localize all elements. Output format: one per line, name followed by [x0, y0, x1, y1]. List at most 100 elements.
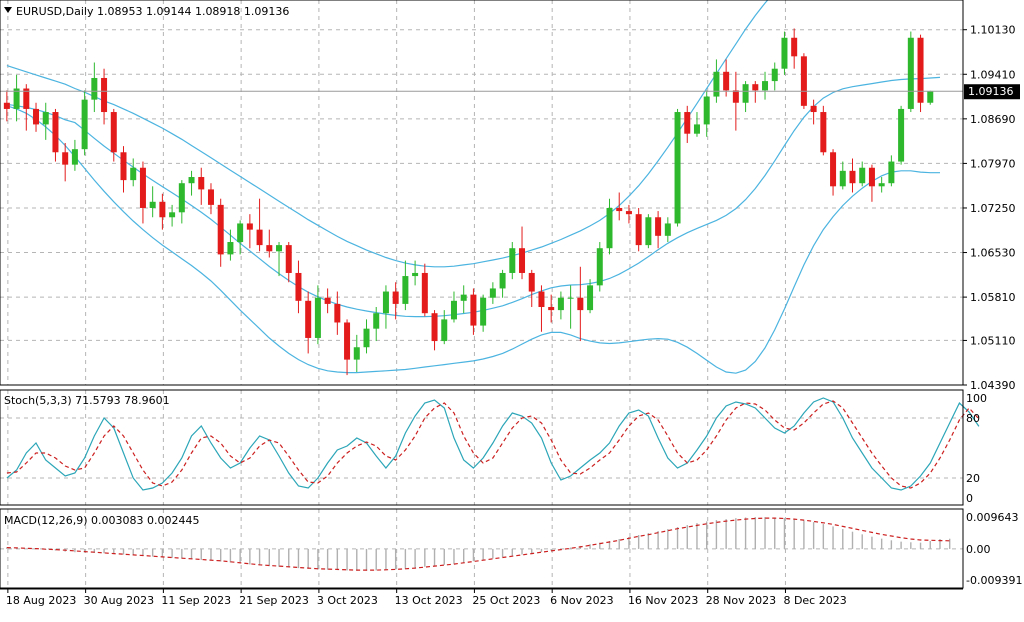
- price-tick-label: 1.06530: [970, 247, 1016, 260]
- bear-candle-body: [528, 272, 535, 292]
- bear-candle-body: [635, 214, 642, 246]
- macd-axis: 0.009643 0.00 -0.009391: [966, 511, 1022, 587]
- macd-panel[interactable]: 0.009643 0.00 -0.009391 MACD(12,26,9) 0.00…: [0, 508, 1022, 589]
- time-tick-label: 25 Oct 2023: [472, 594, 540, 607]
- price-tick-label: 1.08690: [970, 113, 1016, 126]
- bear-candle-body: [3, 102, 10, 109]
- bull-candle-body: [227, 242, 234, 255]
- bull-candle-body: [878, 183, 885, 187]
- stochastic-panel-frame: [0, 389, 964, 506]
- bear-candle-body: [392, 291, 399, 304]
- macd-signal-line: [6, 517, 950, 571]
- bull-candle-body: [742, 84, 749, 103]
- bull-candle-body: [499, 272, 506, 289]
- stochastic-tick-label: 0: [966, 492, 973, 505]
- bear-candle-body: [625, 211, 632, 215]
- macd-tick-label: 0.00: [966, 543, 991, 556]
- candles: [3, 28, 934, 376]
- stochastic-tick-label: 80: [966, 412, 980, 425]
- bear-candle-body: [800, 56, 807, 106]
- macd-panel-frame: [0, 508, 964, 589]
- bull-candle-body: [509, 248, 516, 273]
- bear-candle-body: [431, 313, 438, 342]
- bull-candle-body: [587, 285, 594, 311]
- stochastic-panel-title: Stoch(5,3,3) 71.5793 78.9601: [4, 394, 170, 407]
- bear-candle-body: [52, 112, 59, 153]
- price-tick-label: 1.10130: [970, 24, 1016, 37]
- price-tick-label: 1.05810: [970, 291, 1016, 304]
- price-tick-label: 1.07250: [970, 202, 1016, 215]
- stochastic-tick-label: 20: [966, 472, 980, 485]
- time-tick-label: 11 Sep 2023: [161, 594, 231, 607]
- bear-candle-body: [266, 245, 273, 252]
- bear-candle-body: [470, 294, 477, 326]
- bull-candle-body: [460, 294, 467, 301]
- bear-candle-body: [305, 300, 312, 338]
- bull-candle-body: [178, 183, 185, 213]
- bear-candle-body: [344, 322, 351, 360]
- price-axis[interactable]: 1.10130 1.09410 1.08690 1.07970 1.07250 1.065…: [963, 24, 1016, 392]
- time-tick-label: 8 Dec 2023: [783, 594, 846, 607]
- time-axis[interactable]: 18 Aug 2023 30 Aug 2023 11 Sep 2023 21 Sep …: [0, 588, 963, 607]
- bear-candle-body: [421, 272, 428, 314]
- bear-candle-body: [616, 207, 623, 212]
- time-tick-label: 28 Nov 2023: [706, 594, 776, 607]
- stochastic-panel[interactable]: 100 80 20 0 Stoch(5,3,3) 71.5793 78.9601: [0, 389, 987, 506]
- bull-candle-body: [693, 124, 700, 134]
- bear-candle-body: [732, 90, 739, 103]
- bull-candle-body: [314, 297, 321, 338]
- bear-candle-body: [217, 204, 224, 255]
- bull-candle-body: [907, 37, 914, 109]
- price-panel[interactable]: 1.10130 1.09410 1.08690 1.07970 1.07250 1.065…: [0, 0, 1020, 392]
- bear-candle-body: [577, 297, 584, 311]
- bull-candle-body: [188, 177, 195, 184]
- bull-candle-body: [130, 167, 137, 181]
- bull-candle-body: [353, 347, 360, 360]
- price-badge-label: 1.09136: [968, 85, 1014, 98]
- bear-candle-body: [246, 223, 253, 230]
- chevron-down-icon[interactable]: [4, 7, 12, 13]
- stochastic-main-line: [6, 397, 980, 491]
- macd-panel-title: MACD(12,26,9) 0.003083 0.002445: [4, 514, 200, 527]
- price-tick-label: 1.04390: [970, 379, 1016, 392]
- time-tick-label: 30 Aug 2023: [84, 594, 154, 607]
- bear-candle-body: [791, 37, 798, 57]
- bull-candle-body: [237, 223, 244, 243]
- time-tick-label: 21 Sep 2023: [239, 594, 309, 607]
- price-tick-label: 1.07970: [970, 157, 1016, 170]
- bull-candle-body: [859, 167, 866, 184]
- bear-candle-body: [538, 291, 545, 308]
- bear-candle-body: [519, 248, 526, 273]
- time-tick-label: 3 Oct 2023: [317, 594, 378, 607]
- bear-candle-body: [917, 37, 924, 103]
- bear-candle-body: [655, 217, 662, 236]
- bull-candle-body: [489, 288, 496, 298]
- bear-candle-body: [110, 112, 117, 153]
- bear-candle-body: [207, 189, 214, 205]
- bear-candle-body: [830, 152, 837, 187]
- bear-candle-body: [752, 84, 759, 91]
- bollinger-upper-line: [6, 0, 769, 268]
- stochastic-lines: [6, 397, 980, 491]
- bull-candle-body: [927, 91, 934, 103]
- price-panel-frame: [0, 0, 964, 386]
- bull-candle-body: [373, 313, 380, 329]
- bollinger-lower-line: [6, 105, 940, 374]
- bear-candle-body: [723, 71, 730, 91]
- bear-candle-body: [334, 303, 341, 323]
- bull-candle-body: [888, 161, 895, 184]
- bull-candle-body: [703, 96, 710, 125]
- bull-candle-body: [149, 201, 156, 208]
- bull-candle-body: [363, 328, 370, 348]
- bull-candle-body: [771, 68, 778, 82]
- bear-candle-body: [256, 229, 263, 246]
- bear-candle-body: [198, 177, 205, 190]
- bull-candle-body: [645, 217, 652, 246]
- bear-candle-body: [120, 152, 127, 181]
- time-tick-label: 18 Aug 2023: [6, 594, 76, 607]
- bear-candle-body: [285, 245, 292, 273]
- time-tick-label: 13 Oct 2023: [395, 594, 463, 607]
